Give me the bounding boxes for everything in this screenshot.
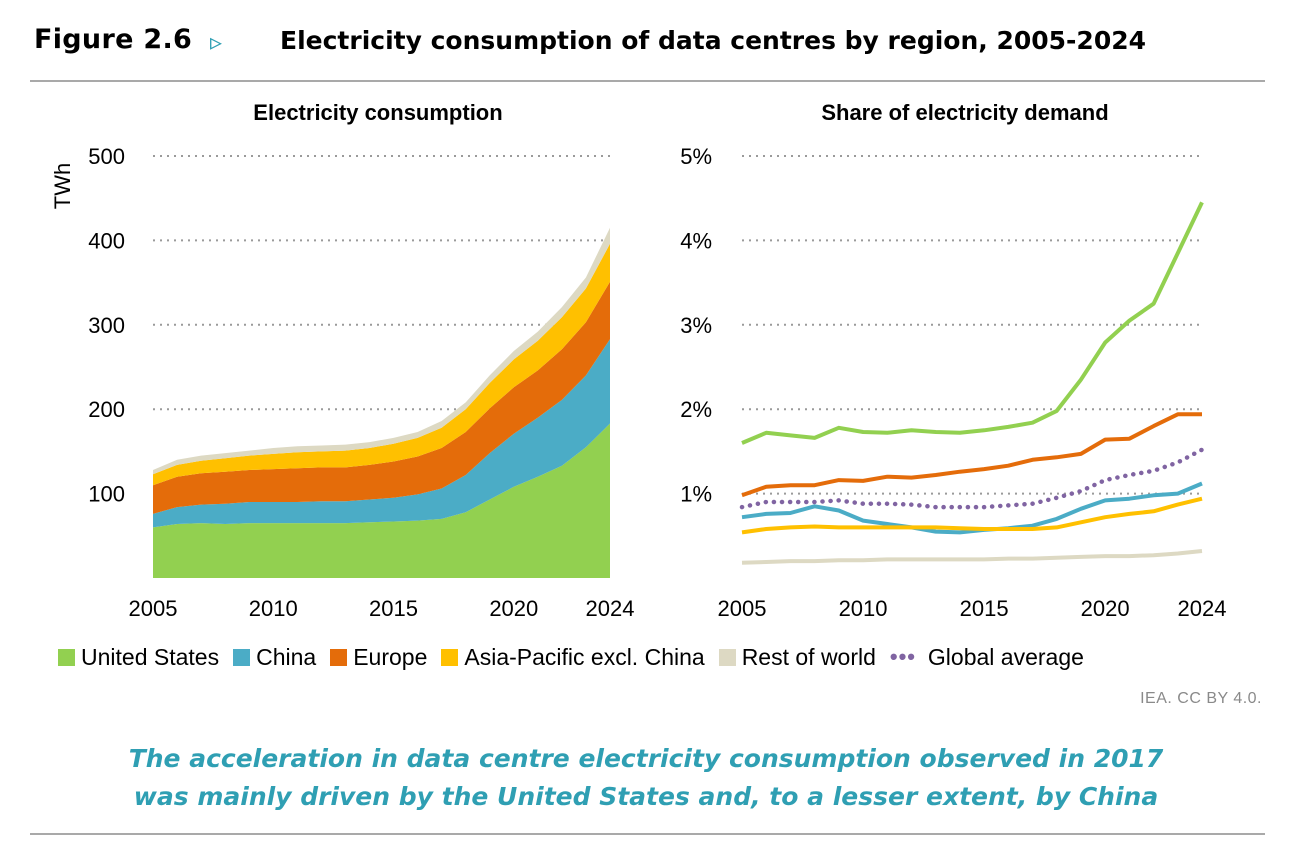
area-series-rest-of-world [153, 227, 610, 475]
legend-swatch-icon [233, 648, 251, 666]
x-tick-label: 2024 [1178, 596, 1227, 621]
share-chart: Share of electricity demand 1% 2% 3% 4% 5% 200… [680, 100, 1226, 621]
y-tick-label: 200 [88, 397, 125, 422]
legend-label: Asia-Pacific excl. China [464, 643, 705, 670]
x-tick-label: 2005 [129, 596, 178, 621]
bottom-divider [30, 833, 1265, 835]
caption: The acceleration in data centre electric… [0, 740, 1292, 816]
line-series-rest-of-world [741, 549, 1203, 565]
x-tick-label: 2020 [489, 596, 538, 621]
y-tick-label: 3% [680, 313, 712, 338]
y-tick-label: 100 [88, 482, 125, 507]
legend-dotted-marker-icon: ••• [889, 644, 917, 669]
legend-swatch-icon [718, 648, 736, 666]
y-tick-label: 300 [88, 313, 125, 338]
source-note: IEA. CC BY 4.0. [1140, 690, 1262, 707]
y-tick-label: 2% [680, 397, 712, 422]
area-series-asia-pacific-excl-china [153, 243, 610, 486]
line-series-asia-pacific-excl-china [741, 496, 1203, 535]
legend-label: Europe [353, 643, 428, 670]
y-tick-label: 5% [680, 144, 712, 169]
x-tick-label: 2010 [249, 596, 298, 621]
panel-title: Share of electricity demand [821, 100, 1108, 125]
area-series-china [153, 339, 610, 528]
legend-swatch-icon [441, 648, 459, 666]
area-series-united-states [153, 423, 610, 578]
figure-arrow-icon: ▹ [210, 29, 223, 56]
x-tick-label: 2005 [718, 596, 767, 621]
legend-item: ••• Global average [890, 644, 1084, 671]
line-series-europe [741, 412, 1202, 498]
panel-title: Electricity consumption [253, 100, 502, 125]
legend-item: Asia-Pacific excl. China [441, 643, 705, 671]
y-tick-label: 400 [88, 228, 125, 253]
figure-title: Electricity consumption of data centres … [280, 26, 1147, 55]
legend-item: Europe [330, 644, 427, 671]
legend-label: China [256, 643, 317, 670]
line-series-global-average [739, 447, 1205, 510]
top-divider [30, 80, 1265, 82]
legend: United States China Europe Asia-Pacific exc… [58, 640, 1268, 674]
legend-item: Rest of world [718, 643, 876, 671]
legend-label: Rest of world [741, 643, 876, 670]
y-tick-label: 4% [680, 228, 712, 253]
caption-line-2: was mainly driven by the United States a… [133, 782, 1159, 811]
x-tick-label: 2015 [960, 596, 1009, 621]
y-tick-label: 1% [680, 482, 712, 507]
caption-line-1: The acceleration in data centre electric… [128, 744, 1164, 773]
consumption-chart: Electricity consumption 100 200 300 400 500 20… [50, 100, 634, 621]
figure-label: Figure 2.6 [34, 24, 193, 55]
line-series-united-states [741, 201, 1204, 445]
legend-swatch-icon [330, 648, 348, 666]
x-tick-label: 2024 [586, 596, 635, 621]
x-tick-label: 2020 [1081, 596, 1130, 621]
x-tick-label: 2015 [369, 596, 418, 621]
legend-label: United States [81, 643, 220, 670]
y-tick-label: 500 [88, 144, 125, 169]
x-tick-label: 2010 [839, 596, 888, 621]
line-series-china [741, 481, 1203, 535]
legend-label: Global average [927, 643, 1084, 670]
legend-swatch-icon [58, 648, 75, 666]
legend-item: China [233, 644, 316, 671]
charts-canvas: Electricity consumption 100 200 300 400 500 20… [50, 100, 1226, 621]
y-axis-label: TWh [50, 163, 75, 209]
figure-header: Figure 2.6 ▹ Electricity consumption of … [34, 22, 1264, 62]
area-series-europe [153, 281, 610, 514]
legend-item: United States [58, 644, 219, 671]
